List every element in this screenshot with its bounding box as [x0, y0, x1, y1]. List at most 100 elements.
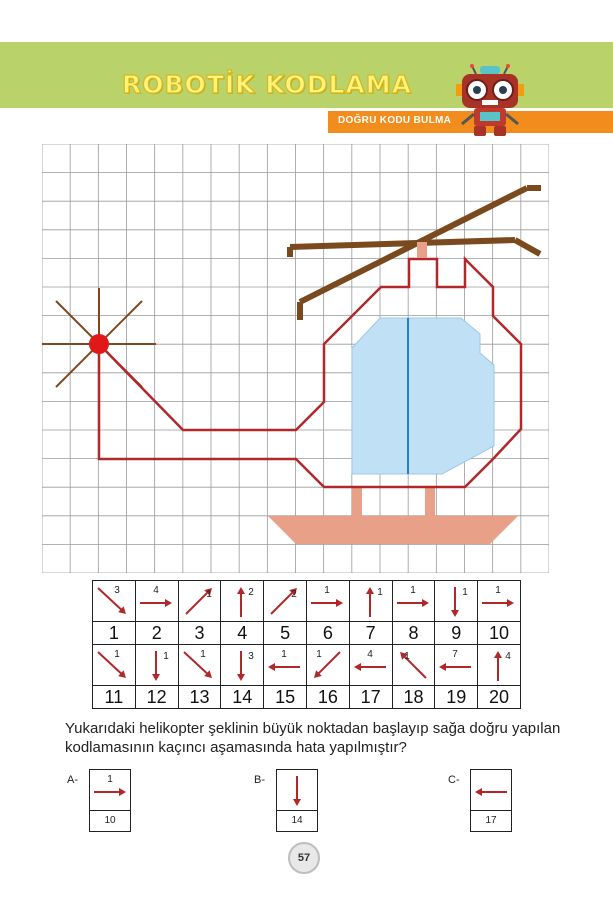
arrow-down-icon: 3 — [237, 651, 255, 681]
page-title: ROBOTİK KODLAMA — [121, 69, 412, 99]
main-rotor — [287, 185, 542, 320]
arrow-up-right-icon: 2 — [270, 588, 297, 615]
code-row-1-arrows: 3 4 1 2 2 1 1 1 1 1 — [92, 580, 521, 622]
code-step-number: 5 — [263, 621, 307, 645]
arrow-down-right-icon: 3 — [97, 585, 126, 614]
arrow-count: 1 — [404, 651, 410, 662]
arrow-count: 7 — [453, 649, 459, 660]
arrow-right-icon: 1 — [482, 585, 515, 607]
arrow-up-right-icon: 1 — [184, 588, 212, 615]
arrow-right-icon: 4 — [139, 585, 172, 607]
arrow-left-icon — [475, 788, 507, 796]
arrow-up-icon: 1 — [365, 587, 383, 617]
code-step-number: 1 — [92, 621, 136, 645]
option-a[interactable]: A- — [67, 770, 78, 788]
option-b-step: 14 — [291, 815, 303, 826]
arrow-left-icon: 7 — [439, 649, 472, 671]
code-arrow-cell: 7 — [434, 644, 479, 686]
arrow-count: 4 — [505, 651, 511, 662]
code-arrow-cell: 1 — [263, 644, 307, 686]
code-arrow-cell: 1 — [477, 580, 521, 622]
code-arrow-cell: 1 — [177, 580, 222, 622]
code-arrow-cell: 1 — [92, 644, 136, 686]
code-step-number: 8 — [391, 621, 436, 645]
code-arrow-cell: 1 — [348, 580, 393, 622]
option-b-box[interactable]: 14 — [276, 769, 318, 832]
arrow-count: 1 — [324, 585, 330, 596]
page-subtitle: DOĞRU KODU BULMA — [338, 115, 452, 126]
code-step-number: 12 — [134, 685, 179, 709]
arrow-count: 1 — [463, 587, 469, 598]
helicopter-outline — [97, 255, 523, 489]
arrow-up-icon: 2 — [237, 587, 255, 617]
arrow-left-icon: 1 — [268, 649, 301, 671]
arrow-count: 1 — [114, 649, 120, 660]
arrow-count: 1 — [316, 649, 322, 660]
code-step-number: 3 — [177, 621, 222, 645]
arrow-up-icon: 4 — [494, 651, 511, 681]
robot-mascot-icon — [456, 64, 524, 136]
code-arrow-cell: 1 — [434, 580, 479, 622]
arrow-right-icon: 1 — [396, 585, 429, 607]
arrow-count: 4 — [153, 585, 159, 596]
option-b[interactable]: B- — [254, 770, 265, 788]
arrow-count: 4 — [367, 649, 373, 660]
arrow-count: 3 — [114, 585, 120, 596]
arrow-count: 1 — [495, 585, 501, 596]
option-b-label: B- — [254, 774, 265, 786]
arrow-down-icon: 1 — [451, 587, 469, 617]
arrow-count: 1 — [410, 585, 416, 596]
arrow-right-icon: 1 — [94, 774, 126, 796]
code-arrow-cell: 1 — [177, 644, 222, 686]
arrow-count: 2 — [291, 589, 297, 600]
code-step-number: 15 — [263, 685, 307, 709]
code-arrow-cell: 4 — [477, 644, 521, 686]
arrow-count: 1 — [163, 651, 169, 662]
question-text: Yukarıdaki helikopter şeklinin büyük nok… — [65, 720, 561, 756]
code-arrow-cell: 4 — [348, 644, 393, 686]
option-b-arrow-cell — [277, 770, 317, 811]
option-a-box[interactable]: 1 10 — [89, 769, 131, 832]
arrow-count: 1 — [281, 649, 287, 660]
code-row-2-arrows: 1 1 1 3 1 1 4 1 7 4 — [92, 644, 521, 686]
code-row-1-steps: 1 2 3 4 5 6 7 8 9 10 — [92, 621, 521, 645]
code-step-number: 16 — [305, 685, 350, 709]
arrow-count: 2 — [249, 587, 255, 598]
arrow-count: 3 — [249, 651, 255, 662]
code-step-number: 10 — [477, 621, 521, 645]
code-arrow-cell: 1 — [305, 580, 350, 622]
arrow-left-icon: 4 — [353, 649, 386, 671]
subtitle-band: DOĞRU KODU BULMA — [328, 111, 613, 133]
code-step-number: 6 — [305, 621, 350, 645]
code-step-number: 2 — [134, 621, 179, 645]
arrow-down-icon: 1 — [151, 651, 169, 681]
option-c[interactable]: C- — [448, 770, 460, 788]
option-c-label: C- — [448, 774, 460, 786]
arrow-down-left-icon: 1 — [313, 649, 341, 678]
arrow-down-icon — [293, 776, 301, 806]
helicopter-grid-figure — [42, 144, 549, 573]
landing-skid — [268, 488, 518, 544]
code-row-2-steps: 11 12 13 14 15 16 17 18 19 20 — [92, 685, 521, 709]
arrow-right-icon: 1 — [310, 585, 343, 607]
code-step-number: 4 — [220, 621, 265, 645]
option-c-step: 17 — [485, 815, 497, 826]
code-step-number: 18 — [391, 685, 436, 709]
arrow-down-right-icon: 1 — [97, 649, 126, 678]
code-step-number: 19 — [434, 685, 479, 709]
option-c-arrow-cell — [471, 770, 511, 811]
code-step-number: 7 — [348, 621, 393, 645]
option-a-label: A- — [67, 774, 78, 786]
code-arrow-cell: 1 — [391, 644, 436, 686]
option-a-step: 10 — [104, 815, 116, 826]
code-arrow-cell: 1 — [305, 644, 350, 686]
option-c-box[interactable]: 17 — [470, 769, 512, 832]
arrow-count: 1 — [200, 649, 206, 660]
code-step-number: 11 — [92, 685, 136, 709]
code-arrow-cell: 1 — [391, 580, 436, 622]
option-a-arrow-cell: 1 — [90, 770, 130, 811]
arrow-down-right-icon: 1 — [182, 649, 212, 678]
code-step-number: 13 — [177, 685, 222, 709]
arrow-count: 1 — [377, 587, 383, 598]
